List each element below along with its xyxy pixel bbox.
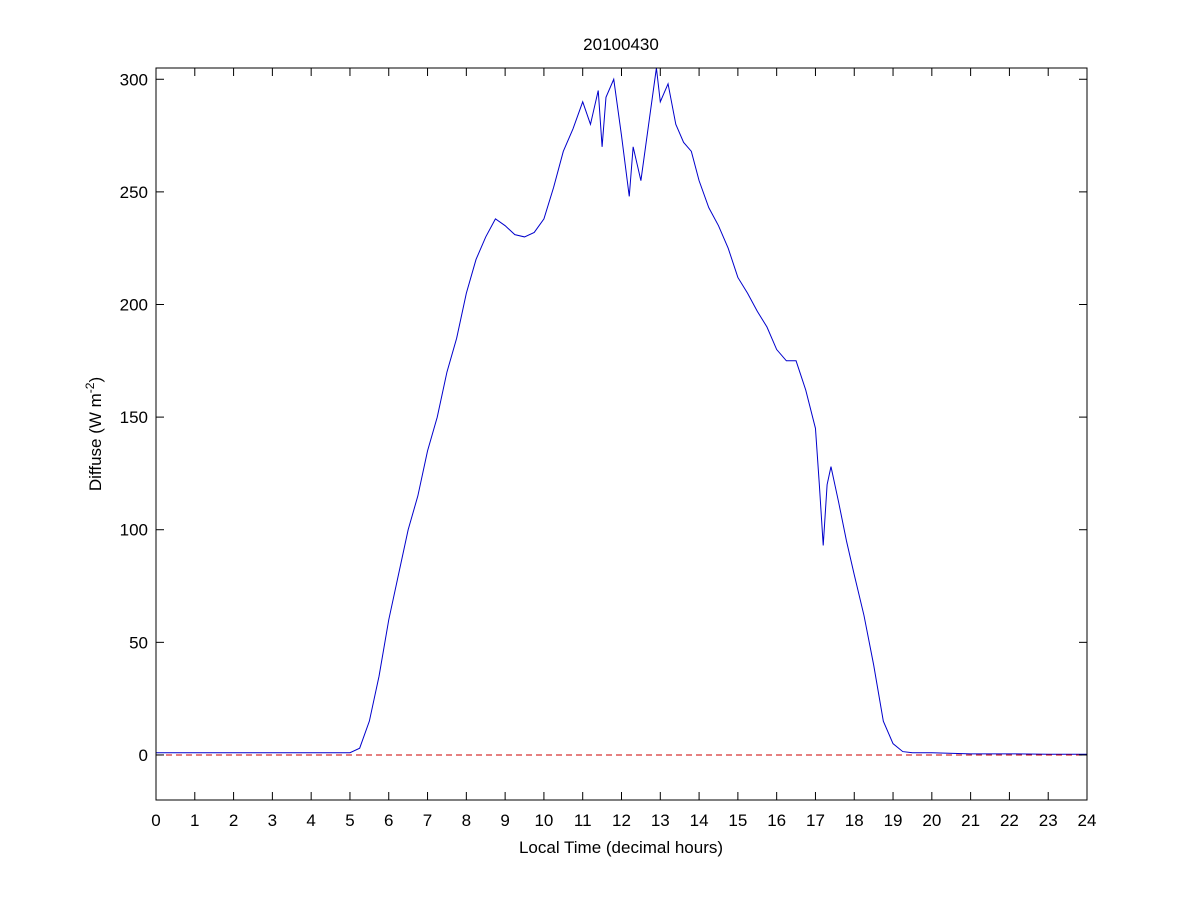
- x-axis-label: Local Time (decimal hours): [519, 838, 723, 857]
- x-tick-label: 23: [1039, 811, 1058, 830]
- x-tick-label: 14: [690, 811, 709, 830]
- plot-area: [156, 68, 1087, 800]
- y-axis-label-end: ): [86, 377, 105, 383]
- x-tick-label: 2: [229, 811, 238, 830]
- x-tick-label: 22: [1000, 811, 1019, 830]
- y-axis-label-sup: -2: [83, 382, 97, 393]
- y-axis-label: Diffuse (W m-2): [83, 377, 105, 491]
- x-tick-label: 9: [500, 811, 509, 830]
- x-tick-label: 3: [268, 811, 277, 830]
- x-tick-label: 15: [728, 811, 747, 830]
- y-tick-label: 100: [120, 521, 148, 540]
- x-tick-label: 18: [845, 811, 864, 830]
- x-tick-label: 5: [345, 811, 354, 830]
- x-tick-label: 24: [1078, 811, 1097, 830]
- y-tick-label: 250: [120, 183, 148, 202]
- y-tick-label: 50: [129, 633, 148, 652]
- data-line: [156, 67, 1087, 755]
- x-tick-label: 20: [922, 811, 941, 830]
- x-tick-label: 16: [767, 811, 786, 830]
- y-tick-label: 300: [120, 70, 148, 89]
- y-tick-label: 200: [120, 295, 148, 314]
- x-tick-label: 4: [306, 811, 315, 830]
- x-tick-label: 12: [612, 811, 631, 830]
- x-tick-label: 0: [151, 811, 160, 830]
- x-tick-label: 11: [574, 811, 592, 830]
- x-tick-label: 13: [651, 811, 670, 830]
- chart-title: 20100430: [583, 35, 659, 54]
- x-tick-label: 10: [534, 811, 553, 830]
- x-tick-label: 19: [884, 811, 903, 830]
- y-tick-label: 0: [139, 746, 148, 765]
- x-tick-label: 17: [806, 811, 825, 830]
- x-tick-label: 8: [462, 811, 471, 830]
- x-tick-label: 1: [190, 811, 199, 830]
- y-tick-label: 150: [120, 408, 148, 427]
- x-tick-label: 7: [423, 811, 432, 830]
- x-tick-label: 6: [384, 811, 393, 830]
- y-axis-label-text: Diffuse (W m: [86, 393, 105, 491]
- x-tick-label: 21: [961, 811, 980, 830]
